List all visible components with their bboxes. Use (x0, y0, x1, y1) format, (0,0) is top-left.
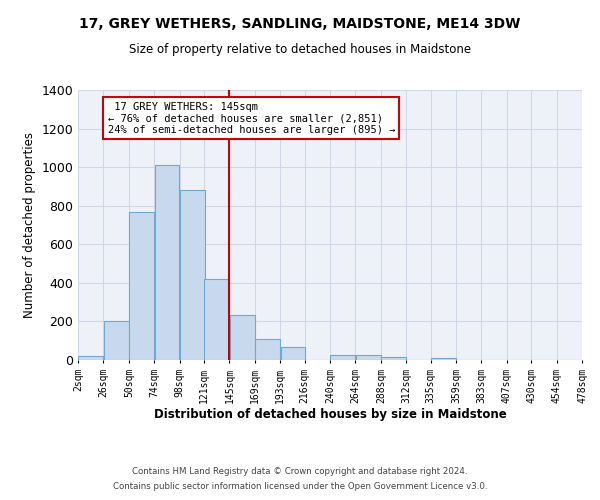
Bar (155, 165, 179, 360)
Bar (381, 357, 406, 360)
Text: Contains HM Land Registry data © Crown copyright and database right 2024.: Contains HM Land Registry data © Crown c… (132, 467, 468, 476)
Bar (281, 346, 305, 360)
Bar (78, 356, 103, 360)
X-axis label: Distribution of detached houses by size in Maidstone: Distribution of detached houses by size … (154, 408, 506, 422)
Bar (431, 358, 456, 360)
Bar (104, 322, 128, 360)
Y-axis label: Number of detached properties: Number of detached properties (23, 132, 36, 318)
Bar (255, 339, 280, 360)
Bar (356, 355, 380, 360)
Bar (230, 314, 254, 360)
Text: Contains public sector information licensed under the Open Government Licence v3: Contains public sector information licen… (113, 482, 487, 491)
Bar (204, 279, 229, 360)
Text: Size of property relative to detached houses in Maidstone: Size of property relative to detached ho… (129, 42, 471, 56)
Text: 17 GREY WETHERS: 145sqm
← 76% of detached houses are smaller (2,851)
24% of semi: 17 GREY WETHERS: 145sqm ← 76% of detache… (107, 102, 395, 135)
Text: 17, GREY WETHERS, SANDLING, MAIDSTONE, ME14 3DW: 17, GREY WETHERS, SANDLING, MAIDSTONE, M… (79, 18, 521, 32)
Bar (129, 212, 154, 360)
Bar (330, 355, 355, 360)
Bar (180, 190, 205, 360)
